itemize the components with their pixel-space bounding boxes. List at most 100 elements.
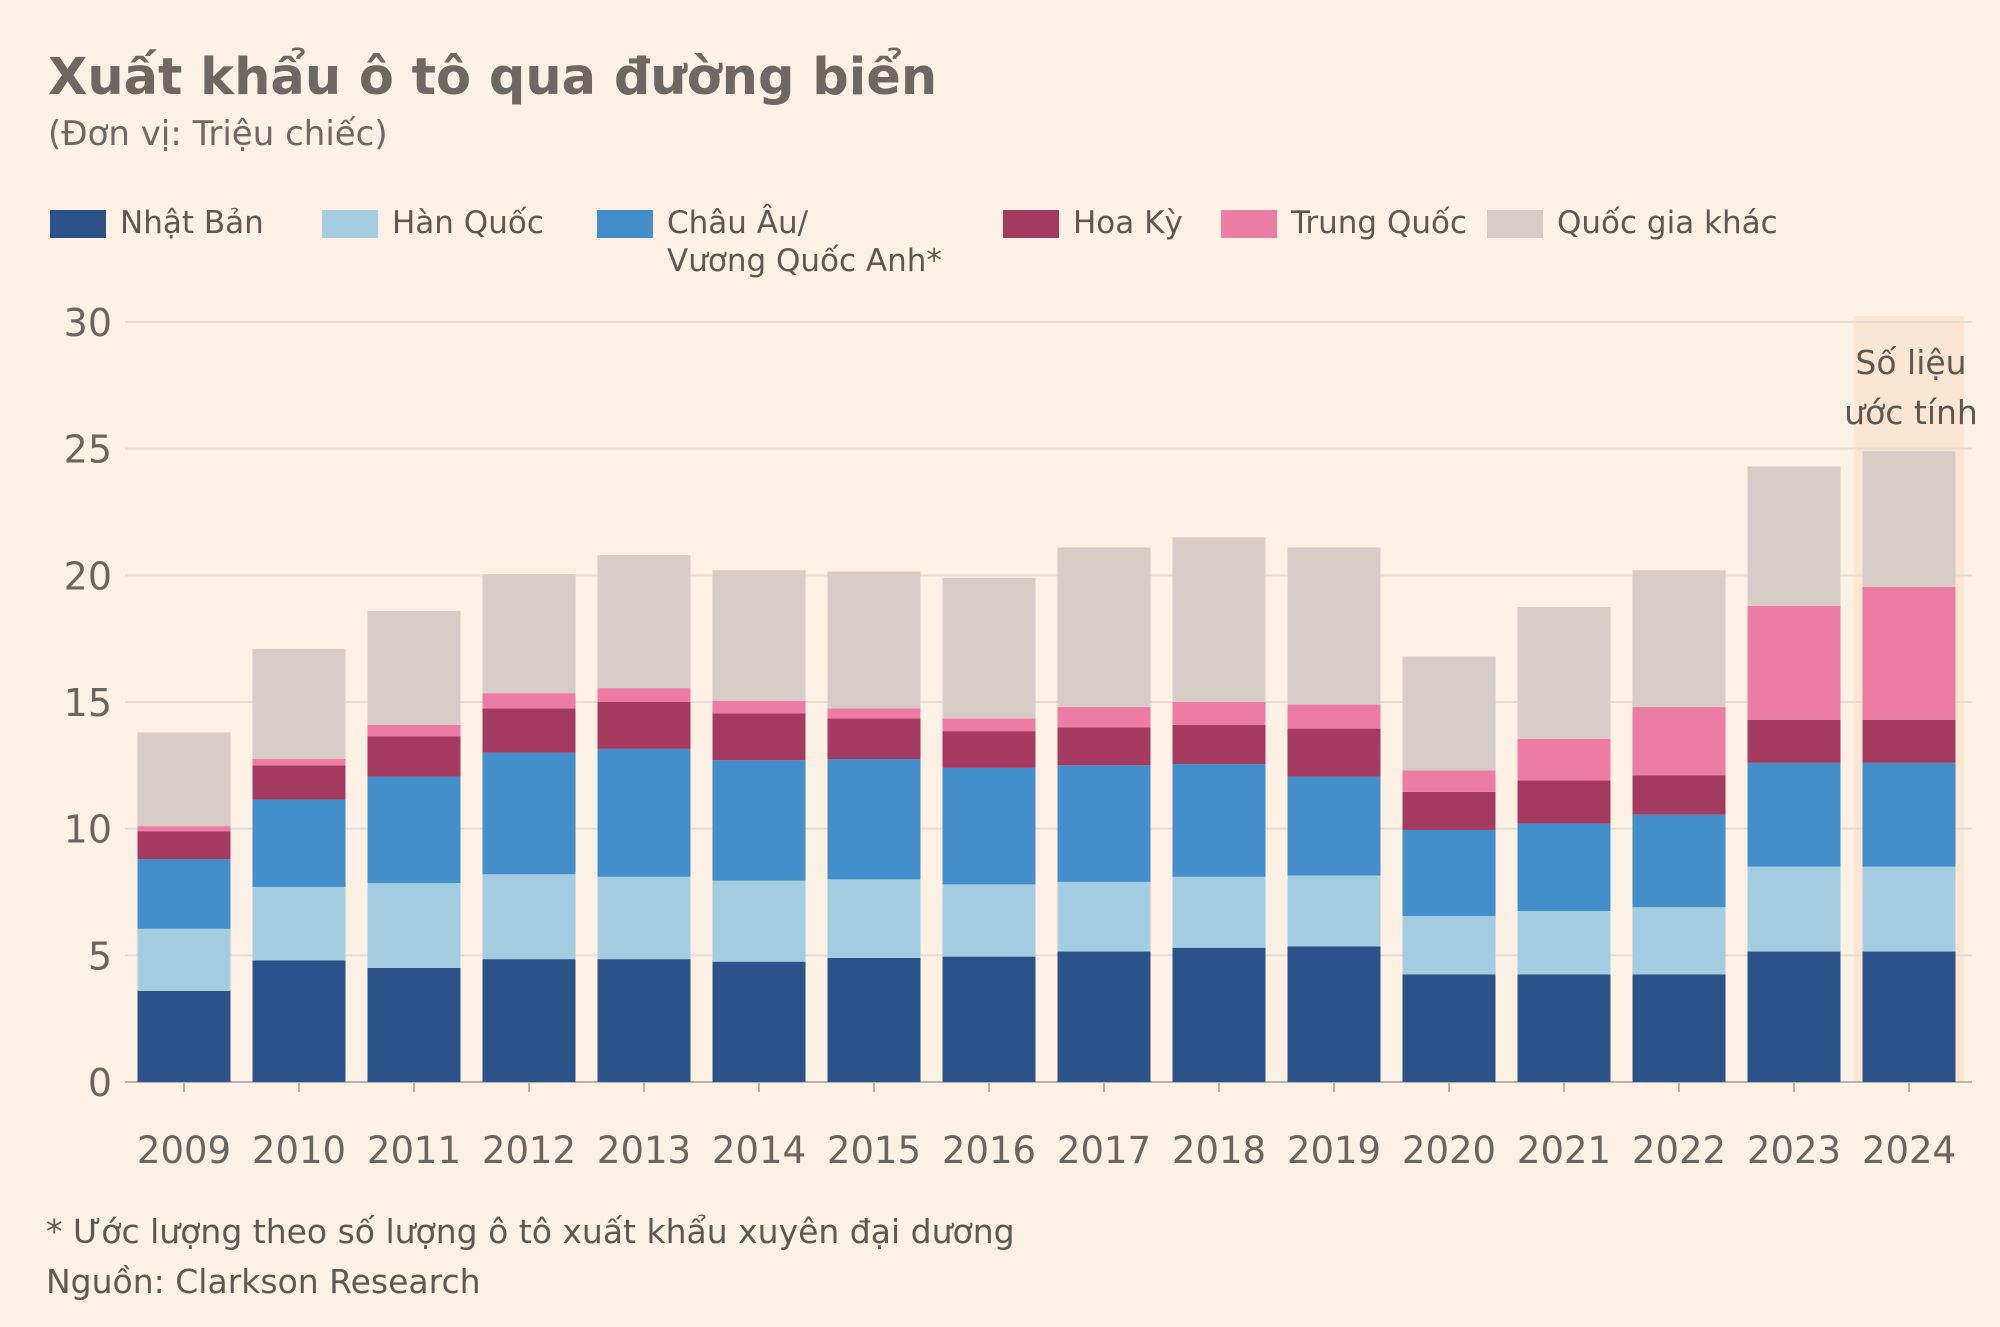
- y-tick-label: 15: [64, 681, 112, 725]
- x-tick-label: 2019: [1287, 1129, 1381, 1172]
- bar-segment: [1747, 951, 1841, 1082]
- bar-segment: [137, 831, 231, 860]
- bar-segment: [1287, 776, 1381, 876]
- bar-group-2022: [1632, 570, 1726, 1082]
- bar-segment: [1172, 764, 1266, 877]
- bar-segment: [137, 826, 231, 832]
- bar-segment: [252, 765, 346, 800]
- bar-segment: [712, 570, 806, 701]
- bar-segment: [1057, 765, 1151, 882]
- bar-segment: [1057, 547, 1151, 708]
- x-tick-label: 2023: [1747, 1129, 1841, 1172]
- bar-group-2010: [252, 648, 346, 1082]
- bar-group-2011: [367, 610, 461, 1082]
- bar-group-2023: [1747, 466, 1841, 1082]
- bar-segment: [482, 574, 576, 694]
- bar-segment: [1632, 570, 1726, 708]
- bar-segment: [827, 957, 921, 1082]
- bar-segment: [1287, 704, 1381, 729]
- bar-segment: [1747, 866, 1841, 952]
- bar-segment: [712, 713, 806, 761]
- bar-segment: [1287, 728, 1381, 777]
- bar-segment: [827, 879, 921, 958]
- chart-subtitle: (Đơn vị: Triệu chiếc): [48, 114, 388, 154]
- bar-group-2020: [1402, 656, 1496, 1082]
- bar-group-2013: [597, 555, 691, 1082]
- bar-segment: [367, 610, 461, 725]
- bar-group-2009: [137, 732, 231, 1082]
- bar-segment: [1402, 974, 1496, 1082]
- bar-segment: [942, 718, 1036, 732]
- bar-segment: [1517, 780, 1611, 824]
- bar-segment: [597, 702, 691, 749]
- x-tick-label: 2016: [942, 1129, 1036, 1172]
- legend-swatch: [50, 210, 106, 238]
- bar-segment: [1172, 947, 1266, 1082]
- bar-segment: [597, 748, 691, 877]
- chart-title: Xuất khẩu ô tô qua đường biển: [48, 48, 938, 107]
- x-tick-label: 2010: [252, 1129, 346, 1172]
- bar-segment: [1747, 466, 1841, 606]
- legend-item-3: Châu Âu/Vương Quốc Anh*: [597, 204, 967, 280]
- x-tick-label: 2018: [1172, 1129, 1266, 1172]
- y-tick-label: 30: [64, 301, 112, 345]
- bar-segment: [1747, 719, 1841, 763]
- y-tick-label: 20: [64, 554, 112, 598]
- bar-segment: [1517, 974, 1611, 1082]
- bar-segment: [1632, 775, 1726, 815]
- bar-group-2024: [1862, 451, 1956, 1082]
- bar-segment: [1402, 656, 1496, 771]
- bar-segment: [367, 736, 461, 777]
- legend-item-1: Nhật Bản: [50, 204, 390, 242]
- bar-segment: [1057, 881, 1151, 952]
- bar-segment: [1517, 823, 1611, 911]
- bar-segment: [1862, 586, 1956, 720]
- bar-segment: [367, 968, 461, 1082]
- bar-segment: [367, 776, 461, 884]
- x-tick-label: 2017: [1057, 1129, 1151, 1172]
- bar-group-2018: [1172, 537, 1266, 1082]
- x-tick-label: 2013: [597, 1129, 691, 1172]
- bar-segment: [1172, 876, 1266, 948]
- bar-segment: [827, 718, 921, 759]
- legend-item-2: Hàn Quốc: [322, 204, 662, 242]
- bar-group-2021: [1517, 607, 1611, 1082]
- bar-segment: [942, 731, 1036, 768]
- bar-segment: [482, 874, 576, 960]
- bar-segment: [597, 876, 691, 960]
- legend-label: Trung Quốc: [1291, 205, 1468, 241]
- bar-segment: [1402, 770, 1496, 792]
- bar-segment: [137, 732, 231, 827]
- bar-group-2015: [827, 571, 921, 1082]
- bar-segment: [482, 959, 576, 1082]
- bar-segment: [137, 859, 231, 929]
- bar-segment: [1402, 829, 1496, 917]
- bar-segment: [942, 577, 1036, 719]
- bar-segment: [1057, 951, 1151, 1082]
- bar-segment: [1057, 707, 1151, 728]
- bar-segment: [367, 883, 461, 968]
- legend-label: Hoa Kỳ: [1073, 205, 1183, 241]
- chart-source: Nguồn: Clarkson Research: [46, 1262, 481, 1301]
- bar-segment: [252, 648, 346, 759]
- bar-segment: [1517, 607, 1611, 739]
- bar-segment: [827, 571, 921, 709]
- bar-segment: [1747, 762, 1841, 867]
- x-tick-label: 2021: [1517, 1129, 1611, 1172]
- bar-segment: [1402, 916, 1496, 975]
- bar-group-2019: [1287, 547, 1381, 1082]
- bar-segment: [137, 928, 231, 991]
- legend-swatch: [597, 210, 653, 238]
- legend-swatch: [1003, 210, 1059, 238]
- x-tick-label: 2024: [1862, 1129, 1956, 1172]
- bar-segment: [597, 688, 691, 702]
- legend-swatch: [1221, 210, 1277, 238]
- bar-segment: [1862, 866, 1956, 952]
- chart-footnote: * Ước lượng theo số lượng ô tô xuất khẩu…: [46, 1212, 1015, 1251]
- legend-swatch: [322, 210, 378, 238]
- bar-segment: [827, 759, 921, 880]
- bar-segment: [137, 990, 231, 1082]
- bar-segment: [1287, 946, 1381, 1082]
- bar-segment: [1517, 911, 1611, 975]
- y-tick-label: 25: [64, 428, 112, 472]
